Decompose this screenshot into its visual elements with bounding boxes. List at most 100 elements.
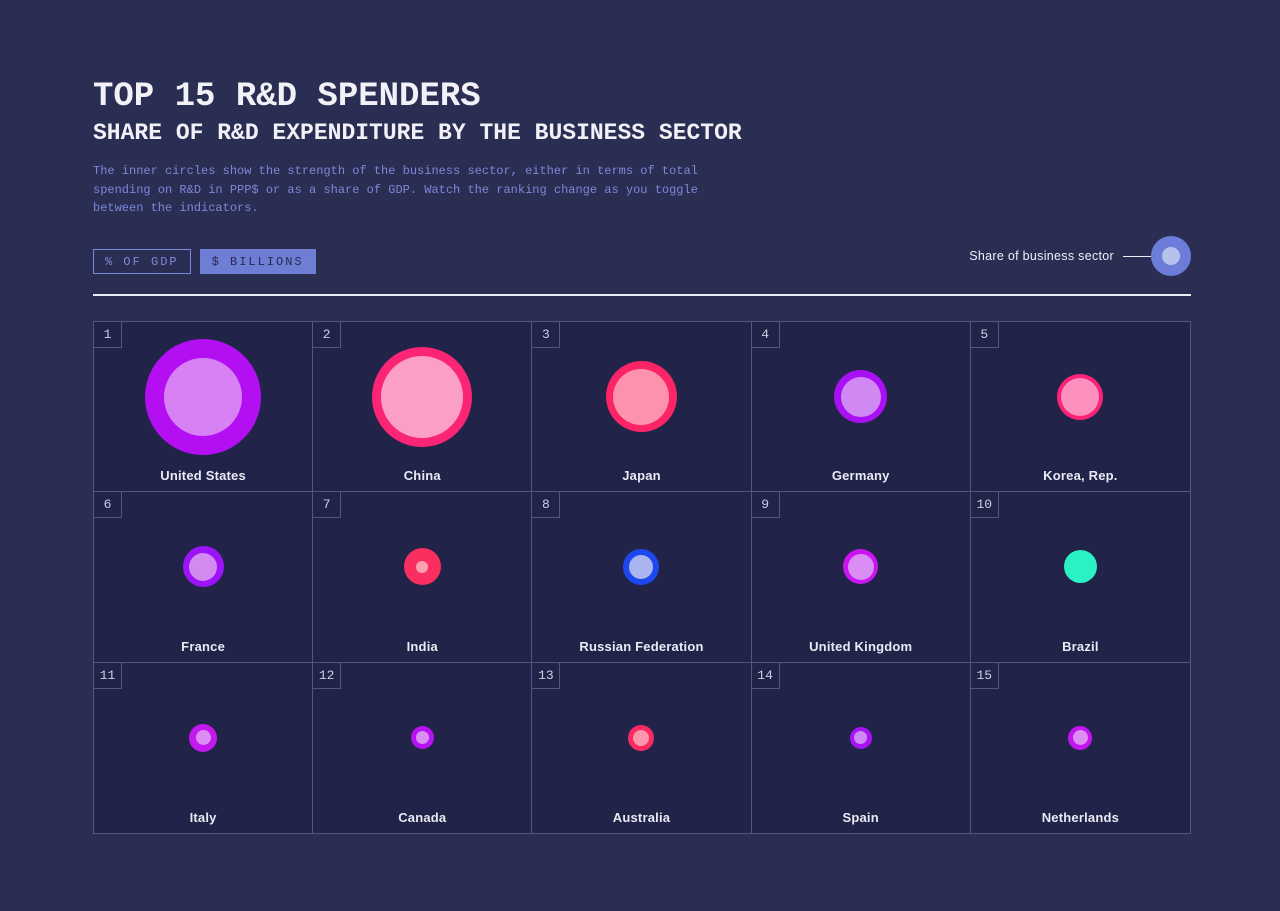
country-cell: 11 Italy	[94, 662, 314, 833]
page-header: TOP 15 R&D SPENDERS SHARE OF R&D EXPENDI…	[93, 80, 793, 218]
inner-circle	[854, 731, 868, 745]
country-cell: 3 Japan	[532, 322, 752, 493]
bubble-area	[532, 663, 750, 813]
toggle-gdp-button[interactable]: % OF GDP	[93, 249, 191, 274]
rank-badge: 4	[751, 322, 780, 348]
inner-circle	[847, 553, 874, 580]
country-label: United Kingdom	[809, 638, 913, 654]
rank-badge: 1	[94, 322, 122, 348]
country-label: Netherlands	[1041, 809, 1120, 825]
outer-circle[interactable]	[623, 548, 660, 585]
toggle-billions-button[interactable]: $ BILLIONS	[199, 249, 316, 274]
bubble-area	[971, 322, 1190, 471]
rank-badge: 7	[313, 492, 342, 519]
inner-circle	[415, 731, 429, 745]
legend-bubble-icon	[1151, 236, 1191, 276]
country-label: India	[406, 638, 438, 654]
country-cell: 13 Australia	[532, 662, 752, 833]
outer-circle[interactable]	[849, 726, 872, 749]
bubble-area	[971, 492, 1190, 641]
bubble-area	[971, 663, 1190, 813]
country-label: Brazil	[1062, 638, 1099, 654]
country-label: France	[181, 638, 226, 654]
country-cell: 8 Russian Federation	[532, 492, 752, 663]
outer-circle[interactable]	[182, 546, 224, 588]
inner-circle	[381, 355, 464, 438]
outer-circle[interactable]	[145, 338, 262, 455]
country-cell: 15 Netherlands	[970, 662, 1190, 833]
inner-circle	[189, 552, 218, 581]
outer-circle[interactable]	[843, 549, 879, 585]
inner-circle	[164, 357, 243, 436]
page-title: TOP 15 R&D SPENDERS	[93, 78, 481, 116]
outer-circle[interactable]	[1068, 725, 1093, 750]
bubble-area	[752, 663, 970, 813]
bubble-area	[752, 492, 970, 641]
country-cell: 2 China	[313, 322, 533, 493]
legend-label: Share of business sector	[969, 249, 1114, 263]
bubble-area	[532, 492, 750, 641]
indicator-toggle-group: % OF GDP $ BILLIONS	[93, 249, 316, 274]
country-label: Spain	[842, 809, 879, 825]
country-label: Russian Federation	[579, 638, 704, 654]
country-label: Germany	[831, 468, 890, 484]
rank-badge: 11	[94, 662, 122, 689]
bubble-area	[752, 322, 970, 471]
rank-badge: 6	[94, 492, 122, 519]
outer-circle[interactable]	[189, 723, 218, 752]
page-subtitle: SHARE OF R&D EXPENDITURE BY THE BUSINESS…	[93, 120, 742, 146]
outer-circle[interactable]	[372, 346, 473, 447]
country-cell: 7 India	[313, 492, 533, 663]
country-label: Korea, Rep.	[1043, 468, 1118, 484]
rank-badge: 13	[532, 662, 561, 689]
country-cell: 5 Korea, Rep.	[970, 322, 1190, 493]
country-label: United States	[160, 468, 246, 484]
rank-badge: 5	[970, 322, 999, 348]
inner-circle	[1061, 377, 1100, 416]
country-cell: 10 Brazil	[970, 492, 1190, 663]
outer-circle[interactable]	[1057, 373, 1104, 420]
inner-circle	[629, 554, 654, 579]
country-label: China	[403, 468, 441, 484]
country-label: Italy	[189, 809, 217, 825]
country-cell: 1 United States	[94, 322, 314, 493]
rank-badge: 9	[751, 492, 780, 519]
outer-circle[interactable]	[410, 726, 434, 750]
rank-badge: 15	[970, 662, 999, 689]
bubble-area	[313, 492, 531, 641]
bubble-area	[94, 492, 312, 641]
country-label: Australia	[612, 809, 671, 825]
page-description: The inner circles show the strength of t…	[93, 164, 698, 216]
rank-badge: 12	[313, 662, 342, 689]
inner-circle	[633, 729, 650, 746]
outer-circle[interactable]	[1063, 550, 1097, 584]
outer-circle[interactable]	[403, 548, 441, 586]
outer-circle[interactable]	[834, 370, 888, 424]
country-label: Canada	[398, 809, 447, 825]
bubble-area	[313, 322, 531, 471]
country-cell: 9 United Kingdom	[751, 492, 971, 663]
country-label: Japan	[622, 468, 661, 484]
country-cell: 4 Germany	[751, 322, 971, 493]
bubble-area	[94, 663, 312, 813]
outer-circle[interactable]	[628, 724, 655, 751]
outer-circle[interactable]	[605, 361, 677, 433]
inner-circle	[195, 730, 211, 746]
inner-circle	[1072, 730, 1088, 746]
ranking-grid: 1 United States 2 China 3 Japan 4	[93, 321, 1191, 834]
rank-badge: 2	[313, 322, 342, 348]
bubble-area	[313, 663, 531, 813]
country-cell: 6 France	[94, 492, 314, 663]
rank-badge: 14	[751, 662, 780, 689]
bubble-area	[532, 322, 750, 471]
inner-circle	[416, 560, 429, 573]
rank-badge: 3	[532, 322, 561, 348]
rank-badge: 10	[970, 492, 999, 519]
inner-circle	[840, 376, 881, 417]
inner-circle	[613, 368, 670, 425]
legend: Share of business sector	[969, 236, 1191, 276]
legend-inner-bubble-icon	[1162, 247, 1180, 265]
country-cell: 12 Canada	[313, 662, 533, 833]
country-cell: 14 Spain	[751, 662, 971, 833]
